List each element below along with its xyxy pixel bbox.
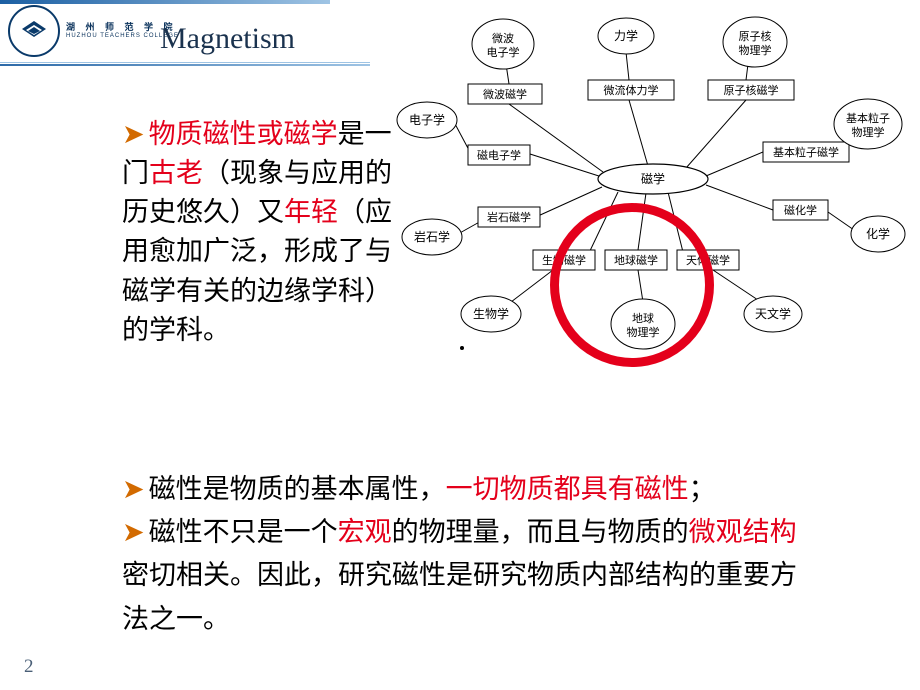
text-run: 古老 — [149, 158, 203, 188]
svg-text:电子学: 电子学 — [487, 45, 520, 59]
bullet-icon: ➤ — [122, 474, 145, 504]
paragraph-1: ➤物质磁性或磁学是一门古老（现象与应用的历史悠久）又年轻（应用愈加广泛，形成了与… — [122, 115, 410, 350]
text-run: 磁性不只是一个 — [149, 517, 338, 547]
top-bar — [0, 0, 330, 4]
text-run: 微观结构 — [689, 517, 797, 547]
center-dot — [460, 346, 464, 350]
text-run: 宏观 — [338, 517, 392, 547]
svg-text:岩石磁学: 岩石磁学 — [487, 210, 531, 224]
text-line: ➤磁性不只是一个宏观的物理量，而且与物质的微观结构 — [122, 511, 902, 554]
text-run: 物质磁性或磁学 — [149, 119, 338, 149]
svg-text:力学: 力学 — [614, 28, 638, 43]
svg-text:原子核磁学: 原子核磁学 — [724, 83, 779, 97]
text-line: 密切相关。因此，研究磁性是研究物质内部结构的重要方 — [122, 554, 902, 597]
highlight-circle — [550, 203, 714, 367]
svg-text:微波: 微波 — [492, 31, 514, 45]
bullet-icon: ➤ — [122, 517, 145, 547]
text-run: 的物理量，而且与物质的 — [392, 517, 689, 547]
slide: 湖 州 师 范 学 院 HUZHOU TEACHERS COLLEGE Magn… — [0, 0, 920, 690]
svg-text:磁学: 磁学 — [641, 171, 665, 186]
under-rule-light — [0, 62, 370, 63]
svg-text:物理学: 物理学 — [739, 43, 772, 57]
text-line: ➤磁性是物质的基本属性，一切物质都具有磁性； — [122, 468, 902, 511]
svg-text:原子核: 原子核 — [739, 29, 772, 43]
slide-title: Magnetism — [160, 22, 295, 56]
text-run: 法之一。 — [122, 604, 230, 634]
svg-text:磁化学: 磁化学 — [784, 203, 817, 217]
svg-text:生物学: 生物学 — [473, 306, 509, 321]
under-rule — [0, 64, 370, 66]
svg-text:天文学: 天文学 — [755, 306, 791, 321]
text-run: 一切物质都具有磁性 — [446, 474, 689, 504]
paragraph-2: ➤磁性是物质的基本属性，一切物质都具有磁性；➤磁性不只是一个宏观的物理量，而且与… — [122, 468, 902, 641]
text-run: 密切相关。因此，研究磁性是研究物质内部结构的重要方 — [122, 560, 797, 590]
svg-text:电子学: 电子学 — [409, 112, 445, 127]
svg-text:物理学: 物理学 — [852, 125, 885, 139]
svg-text:岩石学: 岩石学 — [414, 229, 450, 244]
logo-badge — [8, 5, 60, 57]
svg-text:化学: 化学 — [866, 226, 890, 241]
svg-text:基本粒子磁学: 基本粒子磁学 — [773, 145, 839, 159]
svg-text:微流体力学: 微流体力学 — [604, 83, 659, 97]
text-run: 年轻 — [284, 197, 338, 227]
svg-text:基本粒子: 基本粒子 — [846, 111, 890, 125]
text-run: ； — [689, 474, 716, 504]
bullet-icon: ➤ — [122, 119, 145, 149]
text-line: 法之一。 — [122, 598, 902, 641]
text-run: 磁性是物质的基本属性， — [149, 474, 446, 504]
logo-icon — [20, 19, 48, 43]
svg-text:磁电子学: 磁电子学 — [477, 148, 521, 162]
page-number: 2 — [24, 656, 34, 678]
svg-text:微波磁学: 微波磁学 — [483, 87, 527, 101]
logo: 湖 州 师 范 学 院 HUZHOU TEACHERS COLLEGE — [8, 5, 179, 57]
